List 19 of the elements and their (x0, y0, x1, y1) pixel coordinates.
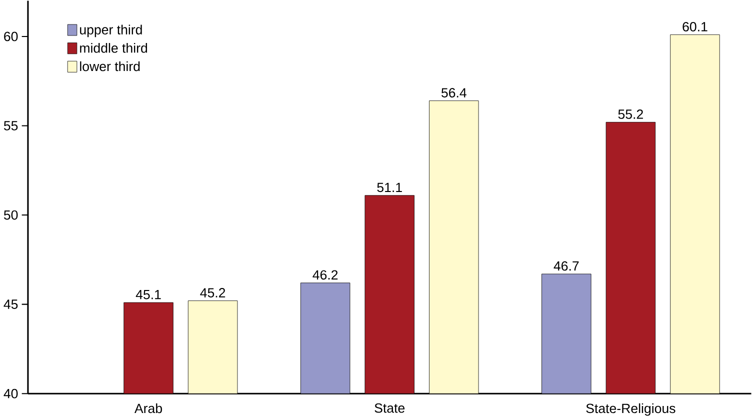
data-label: 46.2 (312, 270, 338, 280)
legend-label: upper third (80, 24, 142, 38)
y-tick-label: 60 (4, 32, 18, 42)
data-label: 45.1 (136, 290, 161, 300)
data-label: 45.2 (200, 288, 226, 298)
data-label: 60.1 (682, 22, 708, 32)
y-tick-label: 50 (4, 210, 18, 220)
x-tick-label: Arab (134, 403, 162, 414)
legend-label: lower third (80, 61, 140, 72)
y-tick-label: 40 (4, 388, 18, 398)
data-label: 56.4 (441, 88, 466, 98)
data-label: 55.2 (618, 109, 643, 119)
x-tick-label: State (374, 403, 405, 413)
x-tick-label: State-Religious (586, 403, 676, 416)
data-label: 46.7 (554, 261, 579, 271)
data-label: 51.1 (377, 182, 402, 192)
y-tick-label: 45 (4, 300, 18, 309)
legend-label: middle third (80, 42, 148, 53)
y-tick-label: 55 (4, 121, 18, 130)
